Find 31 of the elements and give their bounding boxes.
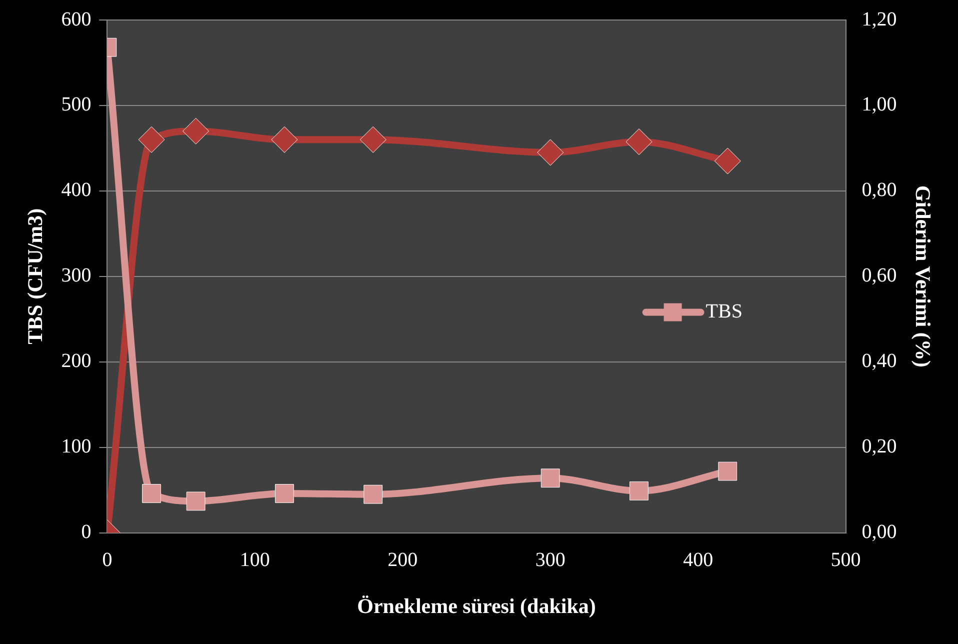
- y2-tick-label: 0,40: [862, 350, 897, 372]
- y2-tick-label: 1,20: [862, 8, 897, 30]
- y-tick-label: 0: [81, 521, 92, 544]
- x-tick-label: 200: [388, 549, 418, 572]
- point: [186, 492, 206, 511]
- y2-tick-label: 0,60: [862, 264, 897, 287]
- y2-tick-label: 0,00: [862, 521, 897, 544]
- x-tick-label: 400: [683, 549, 714, 572]
- x-tick-label: 500: [830, 549, 861, 572]
- x-tick-label: 0: [102, 549, 112, 572]
- y-tick-label: 600: [61, 8, 92, 30]
- y-tick-label: 200: [61, 350, 92, 372]
- y-axis-title: TBS (CFU/m3): [23, 208, 48, 344]
- x-tick-label: 100: [240, 549, 270, 572]
- point: [142, 484, 161, 503]
- point: [718, 462, 738, 481]
- point: [630, 481, 648, 500]
- legend-label: TBS: [706, 300, 742, 323]
- point: [540, 468, 560, 488]
- y2-tick-label: 1,00: [862, 94, 897, 116]
- x-tick-label: 300: [535, 549, 566, 572]
- y2-tick-label: 0,80: [862, 179, 897, 202]
- point: [275, 484, 294, 503]
- y2-tick-label: 0,20: [862, 436, 897, 458]
- y-tick-label: 100: [61, 436, 92, 458]
- y-tick-label: 500: [61, 94, 92, 116]
- y-tick-label: 300: [61, 264, 92, 287]
- point: [364, 484, 383, 504]
- y-tick-label: 400: [61, 179, 92, 202]
- y2-axis-title: Giderim Verimi (%): [910, 185, 935, 368]
- x-axis-title: Örnekleme süresi (dakika): [357, 594, 596, 618]
